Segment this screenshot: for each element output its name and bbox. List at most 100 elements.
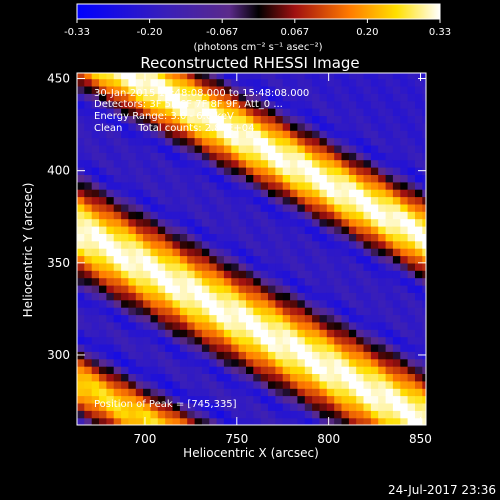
heatmap-cell — [370, 73, 379, 80]
heatmap-cell — [99, 189, 107, 198]
heatmap-cell — [77, 240, 85, 249]
heatmap-cell — [415, 122, 423, 131]
heatmap-cell — [268, 336, 276, 345]
heatmap-cell — [165, 218, 174, 227]
heatmap-cell — [415, 292, 423, 301]
heatmap-cell — [378, 85, 387, 94]
heatmap-cell — [201, 144, 210, 153]
heatmap-cell — [113, 152, 122, 161]
heatmap-cell — [363, 93, 372, 102]
heatmap-cell — [91, 284, 100, 293]
heatmap-cell — [201, 292, 210, 301]
heatmap-cell — [415, 410, 423, 419]
heatmap-cell — [77, 196, 85, 205]
heatmap-cell — [415, 174, 423, 183]
heatmap-cell — [348, 196, 357, 205]
heatmap-cell — [312, 226, 320, 234]
heatmap-cell — [385, 100, 394, 109]
heatmap-cell — [341, 85, 350, 94]
heatmap-cell — [91, 262, 100, 271]
heatmap-cell — [290, 152, 298, 161]
heatmap-cell — [363, 226, 372, 234]
heatmap-cell — [231, 203, 240, 212]
heatmap-cell — [253, 343, 262, 352]
heatmap-cell — [370, 211, 379, 220]
heatmap-cell — [223, 402, 232, 411]
heatmap-cell — [370, 93, 379, 102]
heatmap-cell — [113, 410, 122, 419]
heatmap-cell — [378, 358, 387, 367]
heatmap-cell — [121, 336, 129, 345]
heatmap-cell — [312, 417, 320, 425]
heatmap-cell — [370, 167, 379, 175]
heatmap-cell — [91, 100, 100, 109]
heatmap-cell — [77, 277, 85, 286]
heatmap-cell — [275, 255, 284, 264]
heatmap-cell — [223, 211, 232, 220]
heatmap-cell — [77, 73, 85, 80]
heatmap-cell — [370, 380, 379, 389]
heatmap-cell — [319, 314, 328, 323]
heatmap-cell — [157, 181, 166, 190]
heatmap-cell — [319, 277, 328, 286]
heatmap-cell — [157, 167, 166, 175]
heatmap-cell — [275, 211, 284, 220]
heatmap-cell — [378, 108, 387, 116]
heatmap-cell — [99, 226, 107, 234]
heatmap-cell — [253, 299, 262, 308]
heatmap-cell — [91, 395, 100, 404]
heatmap-cell — [99, 196, 107, 205]
heatmap-cell — [201, 73, 210, 80]
heatmap-cell — [216, 144, 225, 153]
heatmap-cell — [150, 181, 159, 190]
heatmap-cell — [179, 336, 188, 345]
heatmap-cell — [378, 218, 387, 227]
heatmap-cell — [128, 130, 137, 139]
heatmap-cell — [326, 122, 335, 131]
heatmap-cell — [187, 226, 196, 234]
heatmap-cell — [187, 299, 196, 308]
heatmap-cell — [378, 410, 387, 419]
heatmap-cell — [392, 189, 401, 198]
heatmap-cell — [194, 73, 203, 80]
heatmap-cell — [172, 144, 181, 153]
heatmap-cell — [165, 100, 174, 109]
heatmap-cell — [231, 388, 240, 397]
heatmap-cell — [223, 181, 232, 190]
heatmap-cell — [304, 262, 313, 271]
heatmap-cell — [260, 189, 269, 198]
heatmap-cell — [275, 321, 284, 330]
heatmap-cell — [150, 284, 159, 293]
heatmap-cell — [165, 292, 174, 301]
heatmap-cell — [378, 152, 387, 161]
heatmap-cell — [201, 100, 210, 109]
heatmap-cell — [415, 255, 423, 264]
heatmap-cell — [179, 196, 188, 205]
heatmap-cell — [91, 189, 100, 198]
heatmap-cell — [385, 284, 394, 293]
heatmap-cell — [77, 388, 85, 397]
heatmap-cell — [99, 343, 107, 352]
heatmap-cell — [187, 144, 196, 153]
heatmap-cell — [194, 270, 203, 279]
heatmap-cell — [246, 159, 254, 168]
heatmap-cell — [392, 181, 401, 190]
heatmap-cell — [143, 226, 151, 234]
heatmap-cell — [99, 240, 107, 249]
heatmap-cell — [216, 167, 225, 175]
heatmap-cell — [238, 240, 247, 249]
heatmap-cell — [341, 388, 350, 397]
heatmap-cell — [312, 108, 320, 116]
heatmap-cell — [370, 292, 379, 301]
heatmap-cell — [209, 189, 218, 198]
heatmap-cell — [334, 93, 343, 102]
heatmap-cell — [334, 277, 343, 286]
heatmap-cell — [84, 321, 93, 330]
heatmap-cell — [319, 336, 328, 345]
heatmap-cell — [99, 417, 107, 425]
heatmap-cell — [282, 410, 291, 419]
heatmap-cell — [407, 373, 416, 382]
heatmap-cell — [150, 196, 159, 205]
heatmap-cell — [268, 226, 276, 234]
heatmap-cell — [165, 329, 174, 338]
